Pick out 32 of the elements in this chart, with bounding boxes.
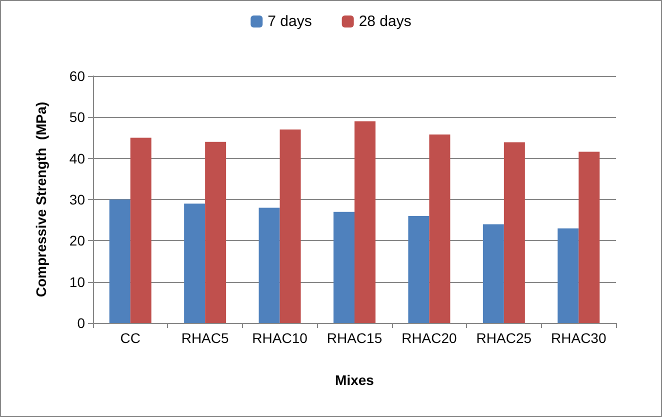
y-tick-label: 40 [69, 150, 86, 166]
bar [184, 204, 206, 323]
bar [334, 212, 354, 323]
bar [205, 142, 226, 323]
bar [280, 130, 301, 323]
bar [109, 200, 130, 323]
bar [429, 134, 450, 323]
bar [258, 208, 280, 323]
legend-label: 28 days [358, 13, 412, 30]
x-tick-label: CC [120, 330, 140, 346]
y-tick-label: 50 [69, 109, 86, 126]
x-tick-label: RHAC20 [402, 330, 458, 346]
x-axis-title: Mixes [335, 372, 374, 388]
x-tick-label: RHAC10 [252, 330, 308, 346]
bar [408, 216, 430, 323]
x-tick-label: RHAC15 [326, 330, 382, 346]
bar [578, 152, 600, 323]
x-tick-label: RHAC25 [476, 330, 532, 346]
x-tick-label: RHAC30 [551, 330, 606, 346]
y-tick-label: 30 [69, 192, 86, 208]
y-tick-label: 0 [77, 315, 86, 331]
bar [558, 228, 579, 323]
bar [482, 224, 504, 323]
y-tick-label: 60 [69, 68, 86, 84]
bar [354, 121, 376, 323]
x-tick-label: RHAC5 [181, 330, 230, 346]
legend-label: 7 days [268, 13, 312, 30]
y-tick-label: 10 [69, 274, 86, 290]
bar [504, 142, 525, 323]
y-tick-label: 20 [69, 232, 86, 249]
bar [130, 138, 152, 323]
y-axis-title: Compressive Strength (MPa) [33, 102, 49, 298]
